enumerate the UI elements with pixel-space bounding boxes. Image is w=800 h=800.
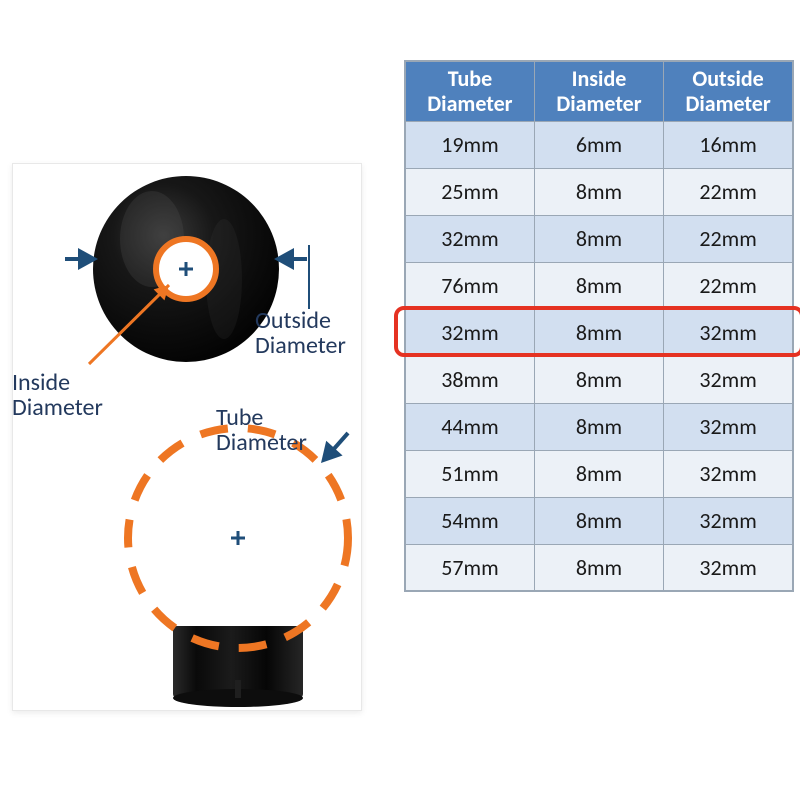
table-row: 32mm8mm22mm <box>405 215 793 262</box>
col-header: Inside Diameter <box>534 61 663 121</box>
table-cell: 8mm <box>534 262 663 309</box>
table-cell: 51mm <box>405 450 534 497</box>
col-header: Outside Diameter <box>664 61 793 121</box>
table-row: 19mm6mm16mm <box>405 121 793 168</box>
diagram-card <box>12 163 362 711</box>
label-outside-diameter: Outside Diameter <box>255 308 346 358</box>
table-row: 76mm8mm22mm <box>405 262 793 309</box>
table-cell: 57mm <box>405 544 534 591</box>
table-cell: 32mm <box>405 215 534 262</box>
table-cell: 19mm <box>405 121 534 168</box>
table-cell: 32mm <box>664 403 793 450</box>
table-cell: 8mm <box>534 403 663 450</box>
table-cell: 16mm <box>664 121 793 168</box>
col-header: Tube Diameter <box>405 61 534 121</box>
table-cell: 32mm <box>664 309 793 356</box>
table-row: 25mm8mm22mm <box>405 168 793 215</box>
table-cell: 76mm <box>405 262 534 309</box>
table-cell: 44mm <box>405 403 534 450</box>
stage: Tube DiameterInside DiameterOutside Diam… <box>0 0 800 800</box>
table-cell: 8mm <box>534 215 663 262</box>
label-tube-diameter: Tube Diameter <box>216 405 307 455</box>
table-row: 32mm8mm32mm <box>405 309 793 356</box>
table-row: 57mm8mm32mm <box>405 544 793 591</box>
table-row: 38mm8mm32mm <box>405 356 793 403</box>
table-cell: 32mm <box>664 450 793 497</box>
table-cell: 38mm <box>405 356 534 403</box>
label-inside-diameter: Inside Diameter <box>12 370 103 420</box>
table-cell: 22mm <box>664 262 793 309</box>
table-cell: 8mm <box>534 544 663 591</box>
table-cell: 32mm <box>664 544 793 591</box>
table-cell: 54mm <box>405 497 534 544</box>
table-cell: 22mm <box>664 168 793 215</box>
table-cell: 8mm <box>534 309 663 356</box>
table-row: 51mm8mm32mm <box>405 450 793 497</box>
table-cell: 22mm <box>664 215 793 262</box>
table-cell: 32mm <box>664 497 793 544</box>
table-cell: 32mm <box>405 309 534 356</box>
table-cell: 8mm <box>534 450 663 497</box>
table-cell: 8mm <box>534 356 663 403</box>
table-cell: 32mm <box>664 356 793 403</box>
table-row: 54mm8mm32mm <box>405 497 793 544</box>
table-cell: 6mm <box>534 121 663 168</box>
table-cell: 8mm <box>534 168 663 215</box>
table-row: 44mm8mm32mm <box>405 403 793 450</box>
table-cell: 25mm <box>405 168 534 215</box>
table-cell: 8mm <box>534 497 663 544</box>
spec-table: Tube DiameterInside DiameterOutside Diam… <box>404 60 794 592</box>
